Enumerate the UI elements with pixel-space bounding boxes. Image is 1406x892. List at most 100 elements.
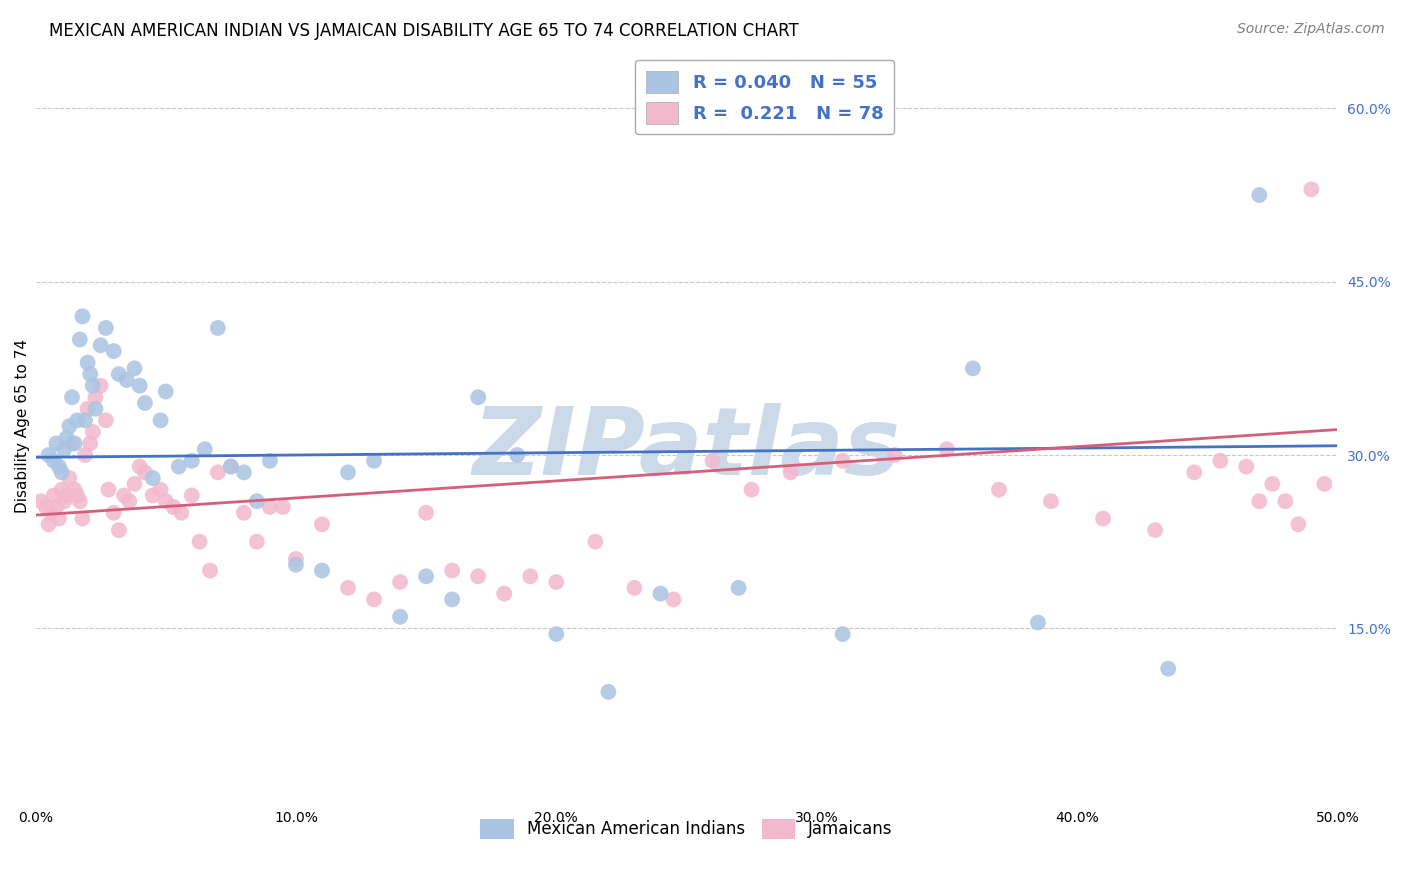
Point bbox=[519, 569, 541, 583]
Point bbox=[1182, 466, 1205, 480]
Point bbox=[48, 459, 70, 474]
Point bbox=[108, 523, 131, 537]
Point bbox=[72, 511, 94, 525]
Point bbox=[149, 483, 172, 497]
Point bbox=[73, 448, 96, 462]
Point bbox=[79, 367, 101, 381]
Point bbox=[935, 442, 957, 457]
Point bbox=[45, 436, 67, 450]
Point bbox=[58, 471, 80, 485]
Point bbox=[467, 390, 489, 404]
Point bbox=[219, 459, 242, 474]
Point bbox=[506, 448, 529, 462]
Point bbox=[84, 401, 107, 416]
Point bbox=[259, 454, 281, 468]
Point bbox=[883, 448, 905, 462]
Point bbox=[112, 488, 135, 502]
Point bbox=[69, 494, 91, 508]
Point bbox=[1261, 476, 1284, 491]
Point bbox=[60, 390, 83, 404]
Point bbox=[259, 500, 281, 514]
Point bbox=[311, 517, 333, 532]
Point bbox=[246, 534, 269, 549]
Point bbox=[246, 494, 269, 508]
Point bbox=[103, 506, 125, 520]
Point bbox=[56, 488, 79, 502]
Point bbox=[155, 384, 177, 399]
Point bbox=[1157, 662, 1180, 676]
Point bbox=[56, 431, 79, 445]
Point bbox=[180, 488, 202, 502]
Point bbox=[702, 454, 724, 468]
Point bbox=[134, 466, 156, 480]
Point bbox=[128, 378, 150, 392]
Point bbox=[741, 483, 763, 497]
Point bbox=[30, 494, 52, 508]
Point bbox=[66, 488, 89, 502]
Point bbox=[73, 413, 96, 427]
Point bbox=[42, 488, 65, 502]
Point bbox=[337, 581, 360, 595]
Point bbox=[831, 454, 853, 468]
Point bbox=[727, 581, 749, 595]
Point bbox=[546, 575, 568, 590]
Point bbox=[128, 459, 150, 474]
Point bbox=[134, 396, 156, 410]
Point bbox=[194, 442, 217, 457]
Point bbox=[48, 511, 70, 525]
Point bbox=[1249, 494, 1271, 508]
Point bbox=[35, 500, 58, 514]
Point bbox=[180, 454, 202, 468]
Point bbox=[124, 361, 146, 376]
Point bbox=[311, 564, 333, 578]
Point bbox=[155, 494, 177, 508]
Point bbox=[1249, 188, 1271, 202]
Point bbox=[63, 436, 86, 450]
Point bbox=[76, 355, 98, 369]
Point bbox=[53, 442, 76, 457]
Point bbox=[142, 488, 165, 502]
Point bbox=[108, 367, 131, 381]
Text: ZIPatlas: ZIPatlas bbox=[472, 402, 900, 495]
Point bbox=[1040, 494, 1063, 508]
Point bbox=[546, 627, 568, 641]
Point bbox=[1092, 511, 1115, 525]
Point bbox=[467, 569, 489, 583]
Point bbox=[45, 500, 67, 514]
Point bbox=[167, 459, 190, 474]
Point bbox=[662, 592, 685, 607]
Point bbox=[72, 310, 94, 324]
Point bbox=[118, 494, 141, 508]
Point bbox=[441, 564, 464, 578]
Point bbox=[831, 627, 853, 641]
Point bbox=[1234, 459, 1257, 474]
Point bbox=[90, 338, 112, 352]
Point bbox=[124, 476, 146, 491]
Point bbox=[207, 321, 229, 335]
Point bbox=[494, 587, 516, 601]
Point bbox=[51, 466, 73, 480]
Point bbox=[149, 413, 172, 427]
Point bbox=[415, 569, 437, 583]
Y-axis label: Disability Age 65 to 74: Disability Age 65 to 74 bbox=[15, 339, 30, 513]
Point bbox=[84, 390, 107, 404]
Point bbox=[389, 609, 412, 624]
Point bbox=[207, 466, 229, 480]
Point bbox=[779, 466, 801, 480]
Point bbox=[1144, 523, 1167, 537]
Point bbox=[337, 466, 360, 480]
Point bbox=[198, 564, 221, 578]
Point bbox=[1209, 454, 1232, 468]
Point bbox=[60, 436, 83, 450]
Point bbox=[271, 500, 294, 514]
Point bbox=[962, 361, 984, 376]
Point bbox=[103, 344, 125, 359]
Text: MEXICAN AMERICAN INDIAN VS JAMAICAN DISABILITY AGE 65 TO 74 CORRELATION CHART: MEXICAN AMERICAN INDIAN VS JAMAICAN DISA… bbox=[49, 22, 799, 40]
Point bbox=[42, 454, 65, 468]
Point bbox=[188, 534, 211, 549]
Point bbox=[1313, 476, 1336, 491]
Point bbox=[94, 321, 117, 335]
Point bbox=[69, 333, 91, 347]
Point bbox=[219, 459, 242, 474]
Point bbox=[53, 494, 76, 508]
